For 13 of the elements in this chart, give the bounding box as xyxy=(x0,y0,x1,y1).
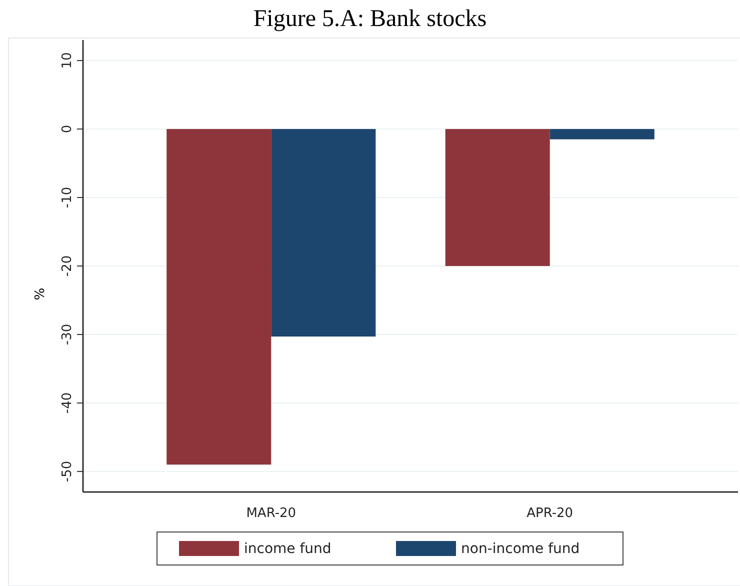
x-tick-label: MAR-20 xyxy=(246,506,296,521)
y-tick-label: -40 xyxy=(60,392,75,414)
y-tick-label: 10 xyxy=(60,52,75,69)
y-tick-label: -30 xyxy=(60,324,75,346)
legend-label: non-income fund xyxy=(461,541,580,557)
y-tick-label: -20 xyxy=(60,255,75,277)
legend-label: income fund xyxy=(244,541,332,557)
x-tick-label: APR-20 xyxy=(526,506,574,521)
y-axis-title: % xyxy=(33,288,48,300)
y-tick-label: -50 xyxy=(60,460,75,482)
y-tick-label: 0 xyxy=(60,124,75,134)
y-tick-label: -10 xyxy=(60,186,75,208)
chart-title: Figure 5.A: Bank stocks xyxy=(253,6,487,32)
